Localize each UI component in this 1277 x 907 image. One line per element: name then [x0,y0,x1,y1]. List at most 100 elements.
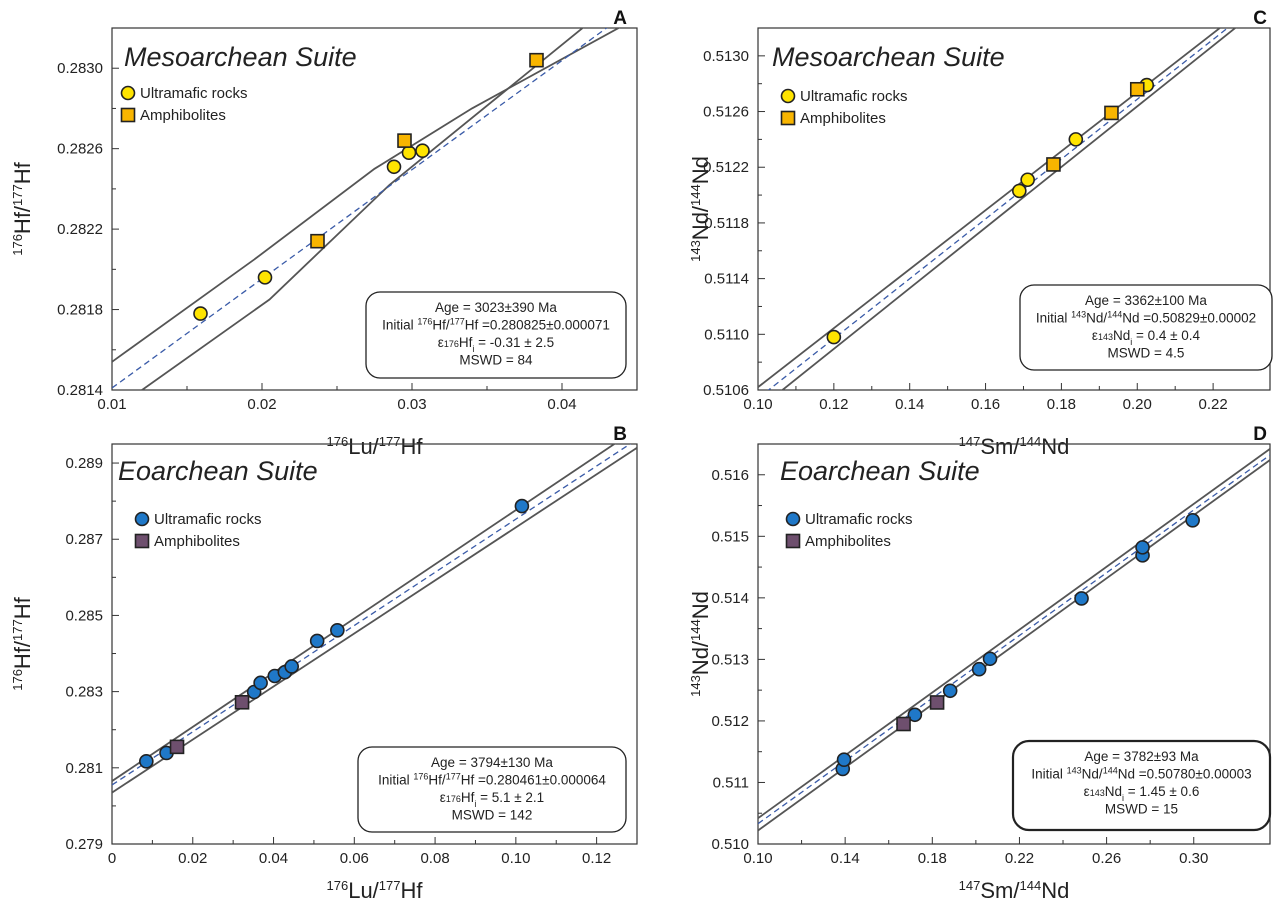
y-tick-label: 0.283 [65,684,103,701]
y-axis-label-part: Hf [10,596,35,619]
y-axis-label-part: Hf [10,161,35,184]
data-point-ultramafic [386,159,402,175]
stats-initial-part: Initial [1036,311,1071,326]
stats-epsilon-part: i [472,344,474,354]
x-axis-label-part: Hf [401,878,424,902]
stats-initial-part: 143 [1067,766,1082,776]
stats-epsilon-part: i [1122,793,1124,803]
y-tick-label: 0.2826 [57,141,103,158]
legend-label-amphibolite: Amphibolites [154,533,240,550]
y-axis-label-part: 176 [10,234,25,256]
x-tick-label: 0.18 [1047,396,1076,413]
y-tick-label: 0.510 [711,836,749,853]
x-axis-label-part: Lu/ [348,878,379,902]
y-tick-label: 0.515 [711,528,749,545]
panel-d: 0.10 0.14 0.18 0.22 0.26 0.30 0.510 0.511 0.512 0… [688,424,1272,903]
stats-age: Age = 3782±93 Ma [1084,749,1199,764]
legend: Ultramafic rocks Amphibolites [780,88,908,127]
stats-epsilon: ε176Hfi = 5.1 ± 2.1 [440,790,544,809]
x-tick-label: 0.06 [340,850,369,867]
error-envelope-upper [112,28,621,363]
y-tick-label: 0.513 [711,651,749,668]
data-point-ultramafic [1074,591,1089,606]
stats-epsilon-part: ε [440,790,446,805]
x-tick-label: 0.03 [397,396,426,413]
x-tick-label: 0.02 [178,850,207,867]
y-tick-label: 0.5126 [703,104,749,121]
y-tick-label: 0.279 [65,836,103,853]
x-tick-label: 0.01 [97,396,126,413]
y-tick-label: 0.289 [65,455,103,472]
x-tick-label: 0.04 [547,396,576,413]
stats-age: Age = 3794±130 Ma [431,755,553,770]
legend-square-marker [134,533,150,549]
data-point-amphibolite [1104,105,1119,121]
stats-frame [1011,739,1272,832]
panel-title: Mesoarchean Suite [772,42,1005,72]
stats-initial-part: Nd/ [1082,767,1103,782]
x-tick-label: 0.08 [420,850,449,867]
y-tick-label: 0.2814 [57,382,103,399]
y-axis-label-part: 177 [10,619,25,641]
stats-epsilon: ε176Hfi = -0.31 ± 2.5 [438,335,554,354]
y-axis-label-part: 177 [10,184,25,206]
y-tick-label: 0.2818 [57,302,103,319]
x-tick-label: 0.20 [1123,396,1152,413]
data-point-amphibolite [1046,157,1061,172]
data-point-ultramafic [415,143,430,158]
x-axis-label: 147Sm/144Nd [959,434,1070,459]
y-axis-label-part: 143 [688,675,703,697]
data-point-ultramafic [193,306,208,321]
y-axis-label-part: Hf/ [10,640,35,669]
stats-initial-part: Hf/ [432,318,450,333]
x-tick-label: 0.12 [819,396,848,413]
stats-initial-ratio: Initial 143Nd/144Nd =0.50780±0.00003 [1031,766,1251,782]
data-point-amphibolite [1129,81,1145,97]
legend-circle-marker [780,88,796,104]
stats-initial-ratio: Initial 176Hf/177Hf =0.280825±0.000071 [382,317,610,333]
y-tick-label: 0.5130 [703,48,749,65]
stats-frame [1019,284,1273,371]
y-axis-label-part: 143 [688,240,703,262]
data-point-ultramafic [826,329,842,345]
data-point-amphibolite [169,739,185,755]
stats-epsilon-part: = 5.1 ± 2.1 [476,790,544,805]
legend-circle-marker [120,85,136,101]
stats-initial-part: Initial [1031,767,1066,782]
stats-epsilon-part: = -0.31 ± 2.5 [474,335,554,350]
x-tick-label: 0.14 [895,396,924,413]
x-axis-label-part: 144 [1020,434,1042,449]
stats-frame [357,746,627,833]
y-axis-label-part: Nd [688,156,713,184]
x-tick-label: 0.26 [1092,850,1121,867]
x-axis-label: 176Lu/177Hf [327,434,424,459]
x-tick-label: 0.16 [971,396,1000,413]
x-axis-label-part: 144 [1020,878,1042,893]
stats-epsilon-part: 176 [446,794,461,804]
panel-letter: B [613,424,627,445]
legend-circle-marker [785,511,801,527]
x-tick-label: 0.22 [1199,396,1228,413]
y-tick-label: 0.514 [711,590,749,607]
stats-epsilon-part: 176 [444,339,459,349]
stats-initial-part: Initial [378,773,413,788]
x-tick-label: 0.14 [831,850,860,867]
x-axis-label-part: Sm/ [980,434,1020,459]
plot-frame [757,443,1271,845]
plot-frame [111,443,638,845]
x-tick-label: 0.10 [743,850,772,867]
stats-box: Age = 3794±130 Ma Initial 176Hf/177Hf =0.… [357,746,627,833]
x-tick-label: 0 [108,850,116,867]
isochron-lines [112,28,621,390]
legend-square-marker [780,110,796,126]
panel-title: Eoarchean Suite [118,456,318,486]
data-point-ultramafic [942,683,958,699]
x-axis-label-part: 177 [379,878,401,893]
stats-mswd: MSWD = 142 [452,808,533,823]
stats-mswd: MSWD = 4.5 [1108,346,1185,361]
stats-epsilon-part: Hf [459,335,473,350]
x-axis-label: 147Sm/144Nd [959,878,1070,902]
stats-initial-part: 143 [1071,310,1086,320]
x-axis-label: 176Lu/177Hf [327,878,424,902]
stats-age: Age = 3362±100 Ma [1085,293,1207,308]
